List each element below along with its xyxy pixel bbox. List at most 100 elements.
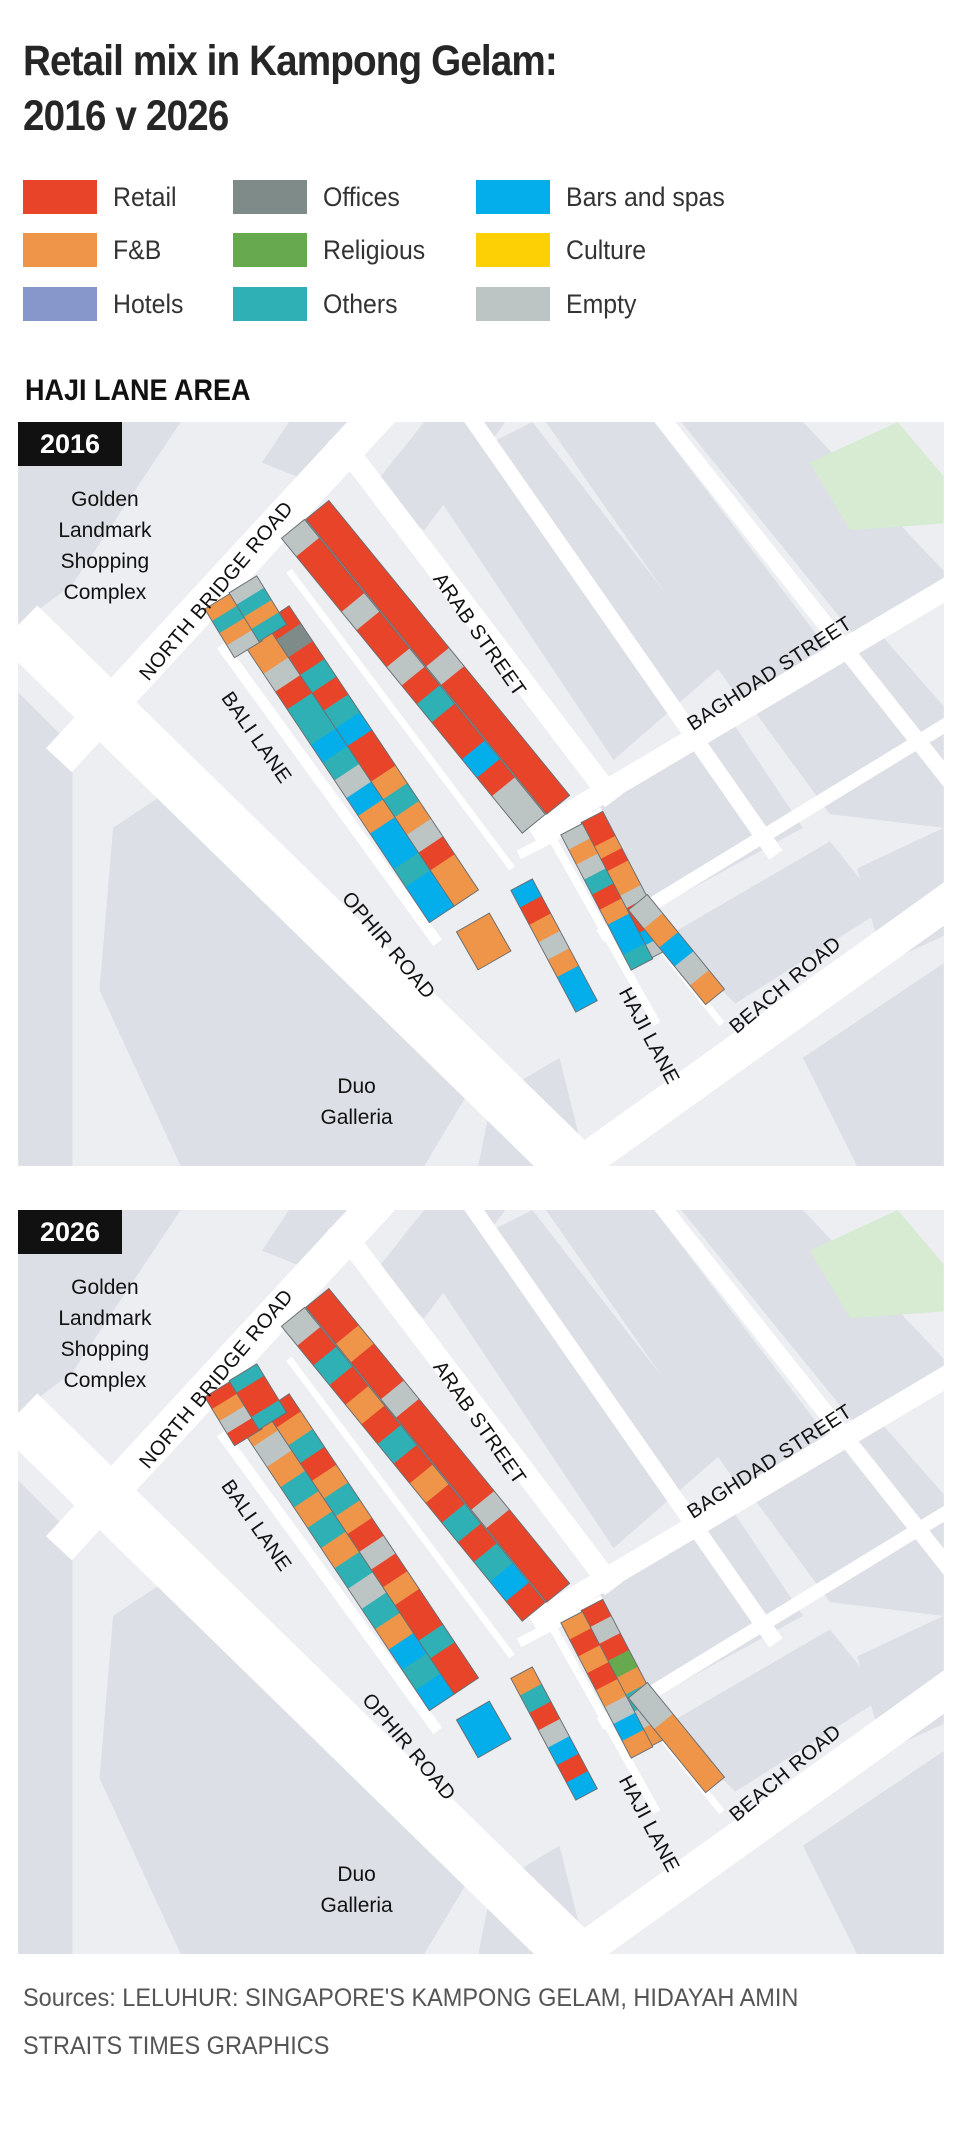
shophouse-row [204, 591, 263, 659]
building-footprint [99, 773, 465, 1166]
legend-label: Offices [323, 181, 400, 212]
shophouse-blocks [204, 1287, 726, 1801]
legend-label: Bars and spas [566, 181, 725, 212]
legend-swatch [233, 233, 307, 267]
shophouse-row [263, 1393, 480, 1696]
year-badge: 2026 [18, 1210, 122, 1254]
road [526, 577, 944, 844]
legend-item-offices: Offices [233, 180, 407, 214]
road [216, 1430, 443, 1734]
row-outline [627, 1681, 726, 1794]
road [216, 642, 443, 946]
label-haji-lane: HAJI LANE [614, 1772, 683, 1876]
building-footprint [802, 1751, 944, 1954]
map-background [18, 1210, 944, 1954]
map-panel-2026: Golden Landmark Shopping Complex NORTH BRID… [18, 1210, 944, 1954]
label-golden-landmark: Golden Landmark Shopping Complex [58, 488, 152, 604]
map-panel-2016: Golden Landmark Shopping Complex NORTH BRID… [18, 422, 944, 1166]
park-area [809, 1210, 944, 1319]
legend-swatch [476, 180, 550, 214]
road [286, 568, 515, 871]
road [596, 717, 944, 942]
map-svg: Golden Landmark Shopping Complex NORTH BRID… [18, 422, 944, 1166]
road [549, 1670, 944, 1954]
row-outline [510, 878, 598, 1013]
building-footprint [18, 1210, 181, 1413]
map-svg: Golden Landmark Shopping Complex NORTH BRID… [18, 1210, 944, 1954]
legend-item-others: Others [233, 287, 404, 321]
road [464, 1210, 783, 1648]
building-footprint [545, 1210, 831, 1501]
road [596, 1505, 944, 1730]
shophouse-blocks [204, 499, 726, 1013]
row-outline [305, 1287, 571, 1603]
legend-item-fnb: F&B [23, 233, 166, 267]
legend-swatch [476, 287, 550, 321]
legend-item-religious: Religious [233, 233, 434, 267]
road [327, 1216, 623, 1596]
legend-label: Hotels [113, 288, 184, 319]
label-golden-landmark: Golden Landmark Shopping Complex [58, 1276, 152, 1392]
building-footprint [681, 422, 944, 639]
road [286, 1356, 515, 1659]
legend-swatch [23, 287, 97, 321]
shophouse-row [560, 822, 654, 971]
shophouse-row [455, 912, 512, 971]
shophouse-row [228, 575, 288, 643]
road [546, 832, 661, 1026]
row-outline [280, 1306, 546, 1622]
chart-title: Retail mix in Kampong Gelam: 2016 v 2026 [23, 34, 616, 144]
year-badge: 2016 [18, 422, 122, 466]
shophouse-row [627, 893, 726, 1006]
section-title: HAJI LANE AREA [25, 374, 251, 407]
shophouse-row [263, 605, 480, 908]
legend-item-bars-and-spas: Bars and spas [476, 180, 739, 214]
building-footprint [667, 1629, 885, 1792]
park-area [809, 422, 944, 531]
legend-swatch [23, 233, 97, 267]
road [546, 1620, 661, 1814]
road [549, 882, 944, 1166]
building-footprint [18, 1480, 73, 1954]
building-footprint [667, 841, 885, 1004]
label-duo-galleria: Duo Galleria [320, 1075, 393, 1129]
road [464, 422, 783, 860]
road [654, 422, 944, 787]
legend-label: Empty [566, 288, 637, 319]
row-outline [455, 1700, 512, 1759]
legend-swatch [476, 233, 550, 267]
shophouse-row [228, 1363, 288, 1431]
shophouse-row [305, 499, 571, 815]
shophouse-row [510, 878, 598, 1013]
building-footprint [681, 1210, 944, 1427]
shophouse-row [280, 518, 546, 834]
row-outline [228, 1363, 288, 1431]
shophouse-row [627, 1681, 726, 1794]
row-outline [228, 575, 288, 643]
building-footprint [802, 963, 944, 1166]
building-footprint [586, 726, 803, 909]
legend-item-culture: Culture [476, 233, 653, 267]
road [654, 1210, 944, 1575]
row-outline [280, 518, 546, 834]
legend: Retail F&B Hotels Offices Religious Othe… [23, 180, 923, 330]
legend-swatch [233, 287, 307, 321]
legend-label: Others [323, 288, 398, 319]
legend-item-hotels: Hotels [23, 287, 190, 321]
row-outline [627, 893, 726, 1006]
row-outline [560, 1610, 654, 1759]
shophouse-row [280, 1306, 546, 1622]
shophouse-row [305, 1287, 571, 1603]
row-outline [510, 1666, 598, 1801]
legend-item-retail: Retail [23, 180, 182, 214]
row-outline [305, 499, 571, 815]
legend-label: Culture [566, 234, 647, 265]
legend-label: Retail [113, 181, 177, 212]
road [526, 1365, 944, 1632]
title-line-2: 2016 v 2026 [23, 92, 229, 140]
building-footprint [18, 422, 181, 625]
shophouse-unit [456, 912, 512, 971]
title-line-1: Retail mix in Kampong Gelam: [23, 37, 558, 85]
legend-swatch [23, 180, 97, 214]
legend-label: F&B [113, 234, 162, 265]
